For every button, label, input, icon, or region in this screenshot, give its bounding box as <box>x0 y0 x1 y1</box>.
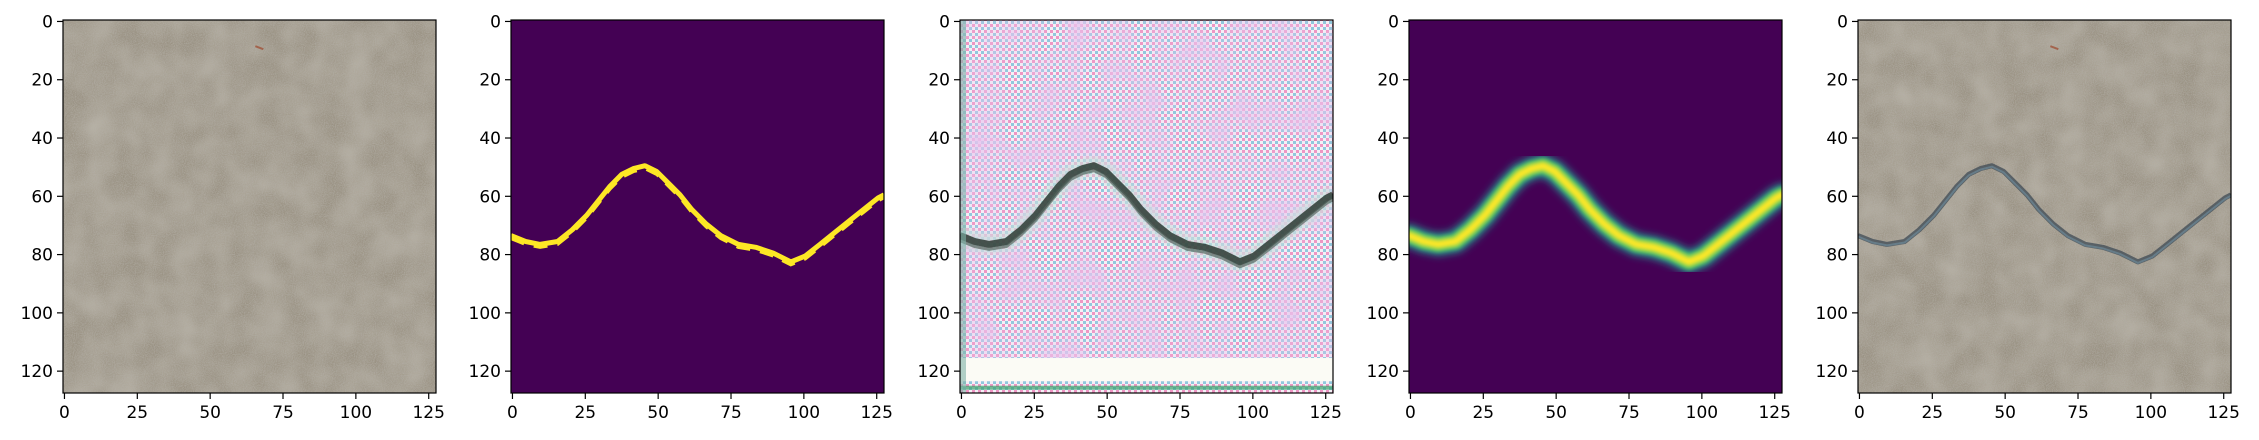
panel-smooth-crack-mask: 0 25 50 75 100 125 0 20 40 60 80 100 120 <box>1367 12 1791 423</box>
x-tick-label: 100 <box>1237 403 1269 423</box>
x-tick-label: 125 <box>2207 403 2239 423</box>
x-tick-label: 100 <box>1686 403 1718 423</box>
y-tick-label: 20 <box>928 71 950 91</box>
panel-concrete-with-crack: 0 25 50 75 100 125 0 20 40 60 80 100 120 <box>1816 12 2240 423</box>
y-tick-label: 0 <box>1837 12 1848 32</box>
x-tick-label: 0 <box>1854 403 1865 423</box>
y-tick-label: 60 <box>1377 187 1399 207</box>
y-tick-label: 120 <box>469 362 501 382</box>
y-tick-label: 120 <box>1816 362 1848 382</box>
x-tick-label: 50 <box>1096 403 1118 423</box>
y-tick-label: 80 <box>1377 246 1399 266</box>
x-tick-label: 25 <box>1472 403 1494 423</box>
x-tick-label: 100 <box>788 403 820 423</box>
x-tick-label: 0 <box>59 403 70 423</box>
panels-root: 0 25 50 75 100 125 0 20 40 60 80 100 120 0 25 50 75 100 12… <box>21 12 2240 423</box>
x-tick-label: 75 <box>1169 403 1191 423</box>
x-tick-label: 50 <box>199 403 221 423</box>
y-tick-label: 80 <box>479 246 501 266</box>
y-tick-label: 80 <box>928 246 950 266</box>
x-tick-label: 25 <box>126 403 148 423</box>
x-tick-label: 75 <box>2067 403 2089 423</box>
y-tick-label: 20 <box>31 71 53 91</box>
x-tick-label: 125 <box>1758 403 1790 423</box>
y-tick-label: 0 <box>42 12 53 32</box>
x-tick-label: 0 <box>507 403 518 423</box>
panel-concrete-with-crack-frame <box>1857 19 2232 394</box>
y-tick-label: 20 <box>1377 71 1399 91</box>
panel-generated-pattern: 0 25 50 75 100 125 0 20 40 60 80 100 120 <box>918 12 1342 423</box>
x-tick-label: 25 <box>1023 403 1045 423</box>
panel-concrete-original: 0 25 50 75 100 125 0 20 40 60 80 100 120 <box>21 12 445 423</box>
y-tick-label: 120 <box>21 362 53 382</box>
x-tick-label: 50 <box>1545 403 1567 423</box>
y-tick-label: 0 <box>490 12 501 32</box>
panel-crack-mask: 0 25 50 75 100 125 0 20 40 60 80 100 120 <box>469 12 893 423</box>
y-tick-label: 120 <box>918 362 950 382</box>
x-tick-label: 25 <box>1921 403 1943 423</box>
y-tick-label: 60 <box>31 187 53 207</box>
x-tick-label: 50 <box>647 403 669 423</box>
x-tick-label: 125 <box>860 403 892 423</box>
y-tick-label: 60 <box>479 187 501 207</box>
x-tick-label: 125 <box>1309 403 1341 423</box>
y-tick-label: 0 <box>1388 12 1399 32</box>
x-tick-label: 0 <box>1405 403 1416 423</box>
y-tick-label: 20 <box>1826 71 1848 91</box>
panel-generated-pattern-image <box>960 20 1333 393</box>
x-tick-label: 25 <box>574 403 596 423</box>
y-tick-label: 80 <box>1826 246 1848 266</box>
x-tick-label: 100 <box>2135 403 2167 423</box>
x-tick-label: 50 <box>1994 403 2016 423</box>
y-tick-label: 40 <box>928 129 950 149</box>
panel-crack-mask-image <box>511 20 884 393</box>
y-tick-label: 0 <box>939 12 950 32</box>
panel-concrete-original-image <box>63 20 436 393</box>
x-tick-label: 0 <box>956 403 967 423</box>
y-tick-label: 40 <box>1377 129 1399 149</box>
panel-crack-mask-frame <box>510 19 885 394</box>
panel-concrete-original-frame <box>62 19 437 394</box>
y-tick-label: 40 <box>31 129 53 149</box>
y-tick-label: 100 <box>918 304 950 324</box>
y-tick-label: 100 <box>1816 304 1848 324</box>
x-tick-label: 75 <box>1618 403 1640 423</box>
y-tick-label: 120 <box>1367 362 1399 382</box>
y-tick-label: 60 <box>1826 187 1848 207</box>
y-tick-label: 100 <box>21 304 53 324</box>
x-tick-label: 75 <box>272 403 294 423</box>
x-tick-label: 75 <box>720 403 742 423</box>
y-tick-label: 40 <box>479 129 501 149</box>
x-tick-label: 125 <box>412 403 444 423</box>
panel-concrete-with-crack-image <box>1858 20 2231 393</box>
panel-smooth-crack-mask-image <box>1409 20 1782 393</box>
y-tick-label: 60 <box>928 187 950 207</box>
y-tick-label: 80 <box>31 246 53 266</box>
y-tick-label: 40 <box>1826 129 1848 149</box>
y-tick-label: 100 <box>469 304 501 324</box>
y-tick-label: 20 <box>479 71 501 91</box>
y-tick-label: 100 <box>1367 304 1399 324</box>
panel-smooth-crack-mask-frame <box>1408 19 1783 394</box>
panel-generated-pattern-frame <box>959 19 1334 394</box>
x-tick-label: 100 <box>340 403 372 423</box>
